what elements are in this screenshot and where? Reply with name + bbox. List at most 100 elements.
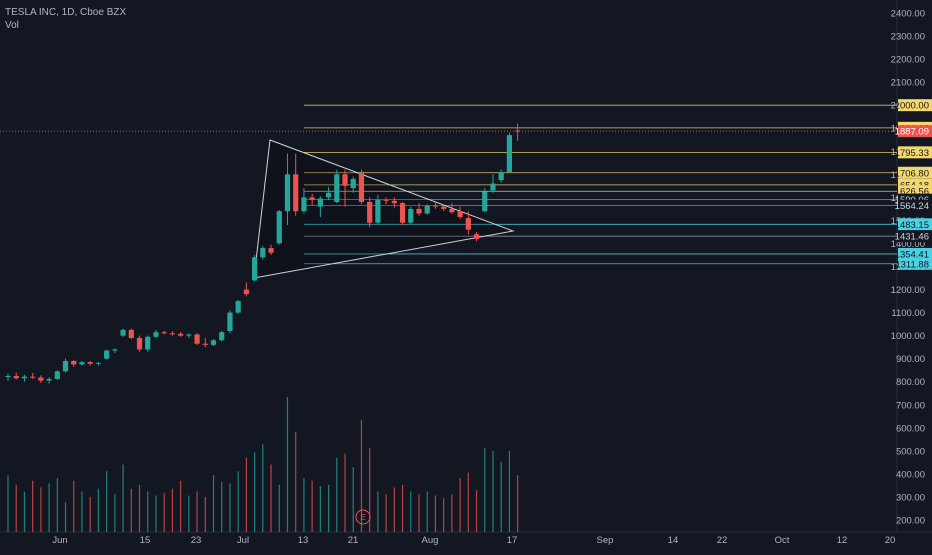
volume-bar — [352, 467, 354, 532]
volume-bar — [385, 494, 387, 532]
candle-body — [424, 205, 430, 214]
volume-bar — [15, 484, 17, 532]
volume-bar — [286, 397, 289, 532]
time-axis-label: Oct — [775, 535, 790, 546]
time-axis-label: Jun — [52, 535, 67, 546]
level-badge — [898, 146, 932, 159]
volume-bar — [23, 491, 26, 532]
price-axis-label: 700.00 — [896, 400, 925, 411]
candle-body — [375, 199, 381, 223]
volume-bar — [221, 482, 223, 532]
volume-bar — [188, 495, 190, 532]
earnings-marker-icon[interactable] — [355, 509, 371, 525]
candle-body — [506, 135, 513, 173]
volume-bar — [459, 478, 461, 532]
volume-bar — [40, 487, 42, 532]
level-badge — [898, 99, 932, 112]
volume-bar — [73, 480, 75, 532]
time-axis-label: 21 — [348, 535, 359, 546]
volume-bar — [106, 471, 108, 532]
current-price-badge — [898, 125, 932, 138]
volume-bar — [508, 451, 511, 532]
price-axis-label: 1100.00 — [891, 308, 925, 319]
candle-body — [95, 362, 102, 364]
candle-body — [490, 183, 496, 191]
symbol-title: TESLA INC, 1D, Cboe BZX — [5, 7, 127, 18]
volume-bar — [32, 480, 34, 532]
price-axis-label: 2200.00 — [891, 55, 925, 66]
level-badge-label: 1431.46 — [895, 232, 929, 243]
candle-body — [515, 130, 521, 132]
volume-bar — [492, 451, 494, 532]
volume-bar — [147, 491, 149, 532]
triangle-pattern[interactable] — [253, 139, 515, 279]
volume-bar — [237, 471, 239, 532]
candle-body — [38, 377, 44, 381]
level-badge-label: 1483.15 — [895, 220, 929, 231]
volume-bar — [81, 491, 83, 532]
candle-body — [260, 248, 266, 258]
level-badge — [898, 230, 932, 243]
level-badge-label: 1706.80 — [895, 168, 929, 179]
volume-bar — [64, 502, 67, 532]
candle-body — [79, 362, 85, 365]
candle-body — [284, 174, 291, 212]
volume-bar — [303, 478, 305, 532]
candle-body — [408, 208, 414, 223]
candle-body — [186, 334, 192, 336]
candle-body — [325, 192, 332, 198]
time-axis-label: Sep — [597, 535, 614, 546]
volume-bar — [245, 457, 247, 532]
candle-body — [473, 234, 480, 239]
volume-bar — [56, 478, 58, 532]
candle-body — [235, 301, 241, 313]
volume-bar — [336, 457, 338, 532]
candle-body — [153, 332, 159, 337]
candle-body — [46, 378, 52, 381]
candle-body — [367, 201, 373, 223]
price-axis-label: 300.00 — [896, 492, 925, 503]
price-axis-label: 500.00 — [896, 446, 925, 457]
candle-body — [252, 257, 258, 281]
candle-body — [62, 360, 69, 372]
price-axis-label: 2300.00 — [891, 32, 925, 43]
volume-bar — [443, 498, 445, 532]
candle-body — [432, 205, 439, 207]
candle-body — [87, 362, 93, 364]
volume-bar — [254, 452, 256, 532]
price-axis-label: 2100.00 — [891, 78, 925, 89]
volume-bar — [48, 483, 50, 532]
candle-body — [449, 208, 455, 213]
price-axis-label: 1200.00 — [891, 285, 925, 296]
volume-bar — [278, 484, 280, 532]
volume-bar — [369, 448, 371, 532]
volume-bar — [89, 496, 91, 532]
candle-body — [128, 329, 134, 338]
candle-body — [194, 334, 200, 344]
price-axis-label: 800.00 — [896, 377, 925, 388]
volume-bar — [500, 461, 502, 532]
volume-bar — [311, 480, 313, 532]
candle-body — [104, 350, 110, 359]
candle-body — [30, 376, 36, 378]
time-axis-label: 15 — [140, 535, 151, 546]
volume-bar — [327, 484, 330, 532]
volume-bar — [434, 495, 437, 532]
time-axis-label: 14 — [668, 535, 679, 546]
level-badge-label: 1795.33 — [895, 148, 929, 159]
candle-body — [210, 340, 217, 345]
volume-bar — [484, 448, 486, 532]
time-axis-label: 22 — [717, 535, 728, 546]
candle-body — [342, 174, 348, 186]
candle-body — [482, 191, 488, 212]
candle-body — [112, 349, 118, 351]
level-badge-label: 1626.56 — [895, 187, 929, 198]
volume-bar — [410, 491, 412, 532]
volume-bar — [130, 488, 132, 532]
candle-body — [227, 312, 233, 332]
current-price-label: 1887.09 — [895, 127, 929, 138]
candle-body — [120, 329, 126, 336]
candle-body — [161, 332, 167, 334]
